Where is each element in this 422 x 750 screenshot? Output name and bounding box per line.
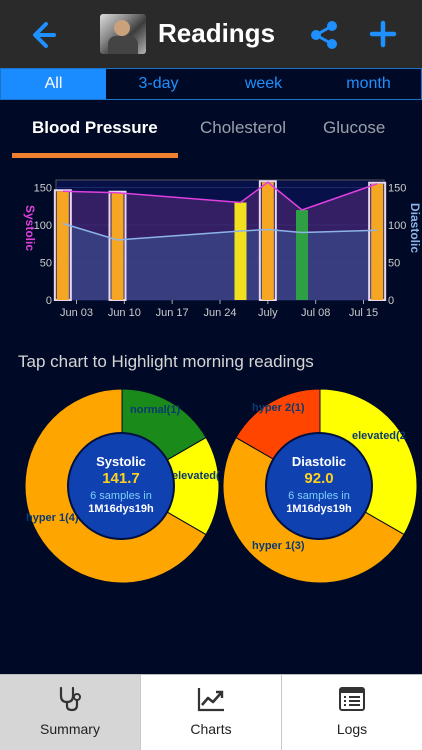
tab-logs-label: Logs xyxy=(336,721,368,737)
diastolic-duration: 1M16dys19h xyxy=(286,503,352,515)
systolic-duration: 1M16dys19h xyxy=(88,503,154,515)
systolic-axis-label: Systolic xyxy=(23,205,37,251)
tab-selection-indicator xyxy=(12,153,178,158)
reading-bar xyxy=(56,191,69,300)
plus-icon[interactable] xyxy=(368,19,398,49)
y-tick-right: 150 xyxy=(388,183,406,195)
tab-all[interactable]: All xyxy=(1,69,106,99)
tab-3-day[interactable]: 3-day xyxy=(138,75,179,92)
x-tick-label: Jun 17 xyxy=(156,307,189,319)
trend-chart-icon xyxy=(197,688,224,712)
tab-glucose[interactable]: Glucose xyxy=(323,118,386,137)
diastolic-hyper1-label: hyper 1(3) xyxy=(252,540,305,552)
page-title: Readings xyxy=(158,18,276,48)
tab-charts[interactable]: Charts xyxy=(140,675,281,750)
tab-summary-label: Summary xyxy=(40,721,100,737)
systolic-hyper1-label: hyper 1(4) xyxy=(26,512,79,524)
y-tick-left: 100 xyxy=(34,220,52,232)
systolic-samples: 6 samples in xyxy=(90,490,152,502)
systolic-summary-label: Systolic xyxy=(96,454,146,469)
diastolic-elevated-label: elevated(2 xyxy=(352,430,406,442)
tab-month[interactable]: month xyxy=(346,75,391,92)
y-tick-right: 0 xyxy=(388,295,394,307)
tab-summary[interactable]: Summary xyxy=(0,675,140,750)
diastolic-summary-label: Diastolic xyxy=(291,454,347,469)
y-tick-left: 150 xyxy=(34,183,52,195)
x-tick-label: Jun 24 xyxy=(203,307,236,319)
diastolic-axis-label: Diastolic xyxy=(408,203,422,253)
y-tick-left: 0 xyxy=(46,295,52,307)
reading-bar xyxy=(371,183,384,300)
diastolic-line xyxy=(62,222,378,241)
bottom-tab-bar: Summary Charts Logs xyxy=(0,674,422,750)
systolic-normal-label: normal(1) xyxy=(130,404,181,416)
measurement-tabs: Blood Pressure Cholesterol Glucose xyxy=(0,100,422,158)
y-tick-right: 100 xyxy=(388,220,406,232)
reading-bar xyxy=(261,182,274,300)
list-icon xyxy=(339,687,365,711)
systolic-elevated-label: elevated( xyxy=(172,470,220,482)
stethoscope-icon xyxy=(59,686,81,712)
x-tick-label: Jul 15 xyxy=(349,307,378,319)
x-tick-label: July xyxy=(258,307,278,319)
diastolic-donut[interactable]: elevated(2 hyper 1(3) hyper 2(1) Diastol… xyxy=(220,386,420,586)
blood-pressure-chart[interactable]: Systolic Diastolic 150 150 100 100 50 50 0 0 Jun… xyxy=(0,170,422,322)
tab-blood-pressure[interactable]: Blood Pressure xyxy=(32,118,158,137)
tab-week[interactable]: week xyxy=(244,75,283,92)
systolic-donut[interactable]: normal(1) elevated( hyper 1(4) Systolic … xyxy=(22,386,222,586)
systolic-summary: Systolic 141.7 6 samples in 1M16dys19h xyxy=(67,432,175,540)
x-tick-label: Jun 03 xyxy=(60,307,93,319)
avatar[interactable] xyxy=(100,14,146,54)
tab-logs[interactable]: Logs xyxy=(281,675,422,750)
reading-bar xyxy=(111,192,124,300)
tab-cholesterol[interactable]: Cholesterol xyxy=(200,118,286,137)
share-icon[interactable] xyxy=(308,19,340,51)
diastolic-samples: 6 samples in xyxy=(288,490,350,502)
navigation-bar: Readings xyxy=(0,0,422,68)
diastolic-average: 92.0 xyxy=(304,470,334,487)
back-arrow-icon[interactable] xyxy=(28,20,58,50)
diastolic-summary: Diastolic 92.0 6 samples in 1M16dys19h xyxy=(265,432,373,540)
systolic-line xyxy=(62,181,378,211)
y-tick-left: 50 xyxy=(40,258,52,270)
highlight-hint[interactable]: Tap chart to Highlight morning readings xyxy=(18,352,314,371)
x-tick-label: Jul 08 xyxy=(301,307,330,319)
systolic-average: 141.7 xyxy=(102,470,140,487)
y-tick-right: 50 xyxy=(388,258,400,270)
tab-charts-label: Charts xyxy=(190,721,232,737)
reading-bar xyxy=(234,202,247,300)
x-tick-label: Jun 10 xyxy=(108,307,141,319)
range-segmented-control: All 3-day week month xyxy=(0,68,422,100)
diastolic-hyper2-label: hyper 2(1) xyxy=(252,402,305,414)
reading-bar xyxy=(296,210,308,300)
